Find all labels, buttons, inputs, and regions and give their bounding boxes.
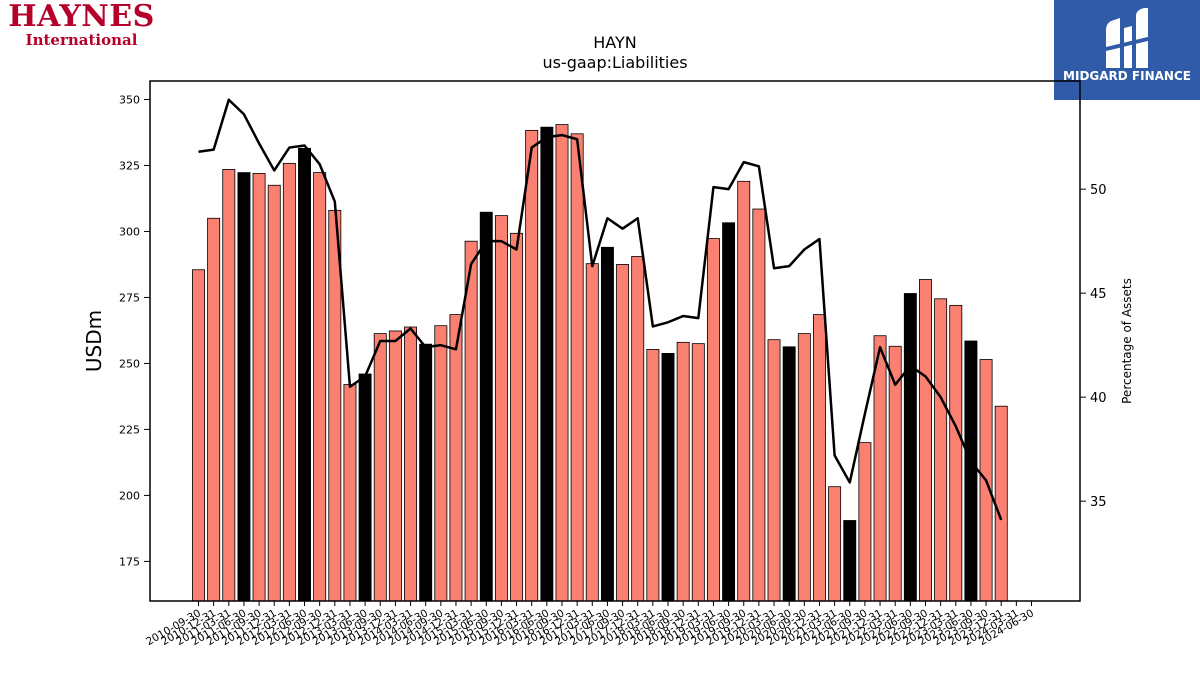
bar-2018-09-30 [676, 341, 690, 602]
bar-2018-03-31 [646, 349, 660, 602]
bar-2018-06-30 [661, 353, 675, 602]
x-axis: 2010-09-302010-12-312011-03-312011-06-30… [144, 601, 1036, 648]
percentage-of-assets-line [198, 98, 1003, 521]
bar-2020-12-31 [813, 314, 826, 602]
bar-2015-12-31 [510, 232, 524, 602]
bar-2011-09-30 [252, 172, 266, 602]
bars-group [192, 124, 1008, 602]
y-tick-label: 250 [119, 357, 140, 370]
y-tick-label: 200 [119, 489, 140, 502]
bar-2010-12-31 [207, 217, 221, 602]
bar-2019-03-31 [706, 238, 720, 602]
bar-2022-06-30 [903, 293, 917, 602]
bar-2017-03-31 [585, 263, 599, 602]
bar-2022-12-31 [934, 298, 948, 602]
bar-2022-09-30 [919, 279, 932, 602]
bar-2014-12-31 [449, 314, 463, 602]
y-tick-label: 175 [119, 555, 140, 568]
right-axis: 35 40 45 50 [1080, 183, 1107, 510]
bar-2019-06-30 [722, 222, 736, 602]
bar-2015-09-30 [494, 215, 508, 602]
bar-2015-03-31 [464, 240, 478, 602]
y-tick-label: 275 [119, 291, 140, 304]
haynes-logo: HAYNES International [4, 2, 159, 48]
haynes-logo-subtitle: International [25, 31, 138, 49]
bar-2016-06-30 [540, 126, 554, 602]
y-tick-label: 350 [119, 93, 140, 106]
y-tick-label: 225 [119, 423, 140, 436]
bar-2012-09-30 [313, 172, 327, 602]
bar-2021-09-30 [858, 442, 872, 602]
bar-2017-06-30 [600, 246, 614, 602]
bar-2020-03-31 [767, 339, 781, 602]
bar-2021-06-30 [843, 520, 857, 602]
bar-2013-03-31 [343, 384, 357, 602]
bar-2017-09-30 [616, 264, 630, 602]
bar-2016-03-31 [525, 129, 539, 602]
left-axis: 175 200 225 250 275 300 325 350 [119, 93, 150, 568]
midgard-emblem-icon [1102, 8, 1152, 68]
bar-2021-03-31 [828, 486, 842, 602]
bar-2019-12-31 [752, 208, 766, 602]
bar-2011-03-31 [222, 169, 236, 602]
bar-2011-06-30 [237, 172, 251, 602]
bar-2015-06-30 [479, 211, 493, 602]
bar-2013-09-30 [373, 333, 387, 602]
bar-2013-06-30 [358, 373, 372, 602]
bar-2012-03-31 [282, 162, 296, 602]
bar-2013-12-31 [388, 330, 402, 602]
line-group [198, 98, 1003, 521]
y-tick-label: 300 [119, 225, 140, 238]
chart-subtitle: us-gaap:Liabilities [542, 53, 687, 72]
bar-2014-06-30 [419, 343, 433, 602]
y2-axis-label: Percentage of Assets [1120, 278, 1134, 404]
haynes-logo-name: HAYNES [8, 0, 155, 34]
y2-tick-label: 40 [1090, 391, 1107, 406]
bar-2012-06-30 [298, 147, 311, 602]
bar-2016-12-31 [570, 133, 584, 602]
bar-2021-12-31 [873, 335, 887, 602]
midgard-finance-brand: MIDGARD FINANCE [1063, 69, 1191, 83]
midgard-finance-logo: MIDGARD FINANCE [1054, 0, 1200, 100]
y2-tick-label: 45 [1090, 287, 1107, 302]
y-axis-label: USDm [82, 310, 106, 372]
chart-title: HAYN [593, 33, 636, 52]
bar-2020-06-30 [782, 346, 796, 602]
bar-2023-12-31 [994, 405, 1008, 602]
y2-tick-label: 35 [1090, 495, 1107, 510]
bar-2018-12-31 [691, 343, 705, 602]
bar-2023-03-31 [949, 304, 963, 602]
bar-2019-09-30 [737, 180, 751, 602]
bar-2010-09-30 [192, 269, 205, 602]
bar-2016-09-30 [555, 124, 569, 602]
bar-2023-06-30 [964, 340, 978, 602]
bar-2014-03-31 [404, 326, 418, 602]
plot-frame [149, 80, 1081, 602]
bar-2020-09-30 [797, 333, 811, 602]
bar-2014-09-30 [434, 325, 448, 602]
y-tick-label: 325 [119, 159, 140, 172]
y2-tick-label: 50 [1090, 183, 1107, 198]
bar-2011-12-31 [267, 184, 281, 602]
bar-2012-12-31 [328, 209, 342, 602]
bar-2017-12-31 [631, 256, 645, 602]
